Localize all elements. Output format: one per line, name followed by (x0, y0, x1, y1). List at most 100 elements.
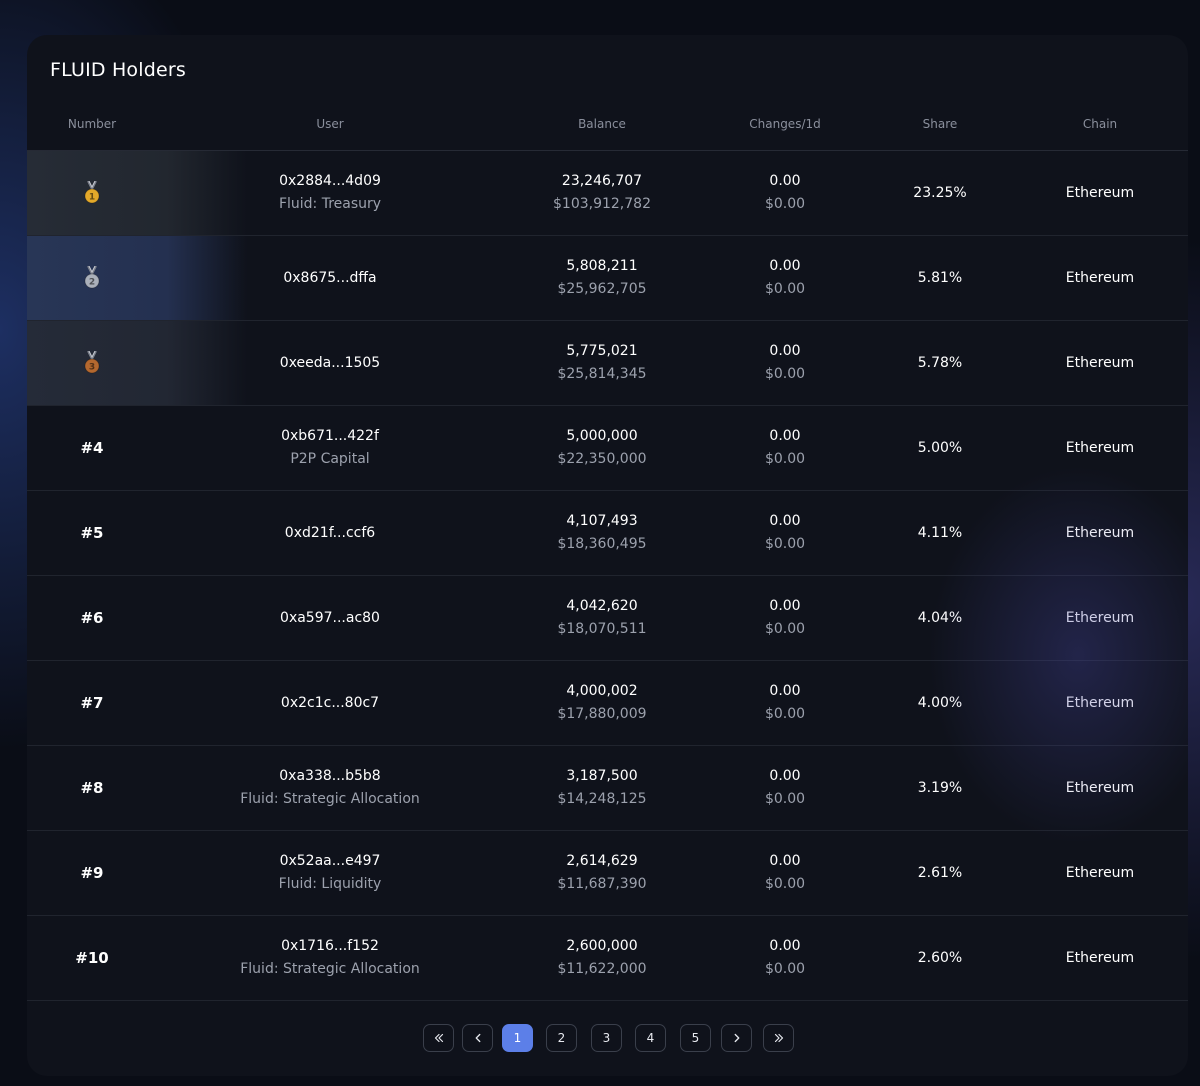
change-usd: $0.00 (764, 281, 806, 297)
balance-amount: 2,614,629 (566, 853, 638, 869)
double-chevron-left-icon (434, 1033, 443, 1043)
change-usd: $0.00 (764, 451, 806, 467)
page-button-2[interactable]: 2 (546, 1024, 577, 1052)
share-value: 5.81% (917, 269, 963, 286)
balance-usd: $25,814,345 (557, 366, 647, 382)
double-chevron-right-icon (774, 1033, 783, 1043)
page-button-3[interactable]: 3 (591, 1024, 622, 1052)
change-usd: $0.00 (764, 876, 806, 892)
balance-cell: 5,000,000 $22,350,000 (557, 406, 646, 490)
last-page-button[interactable] (763, 1024, 794, 1052)
change-amount: 0.00 (769, 768, 801, 784)
changes-cell: 0.00 $0.00 (765, 831, 805, 915)
chevron-right-icon (734, 1033, 739, 1043)
rank-cell: #7 (80, 661, 103, 745)
change-amount: 0.00 (769, 258, 801, 274)
user-cell: 0xd21f...ccf6 (285, 491, 375, 575)
user-address-link[interactable]: 0x2884...4d09 (279, 173, 381, 189)
user-address-link[interactable]: 0x1716...f152 (281, 938, 379, 954)
chain-cell: Ethereum (1066, 236, 1134, 320)
user-address-link[interactable]: 0xb671...422f (281, 428, 379, 444)
user-cell: 0xa338...b5b8 Fluid: Strategic Allocation (240, 746, 420, 830)
page-button-4[interactable]: 4 (635, 1024, 666, 1052)
user-address-link[interactable]: 0x8675...dffa (283, 269, 377, 286)
share-value: 5.00% (917, 439, 963, 456)
balance-usd: $25,962,705 (557, 281, 647, 297)
balance-amount: 4,000,002 (566, 683, 638, 699)
table-row[interactable]: #6 0xa597...ac80 4,042,620 $18,070,511 0.00 $… (27, 576, 1188, 661)
table-row[interactable]: 2 0x8675...dffa 5,808,211 $25,962,705 0.00 $0… (27, 236, 1188, 321)
share-value: 2.61% (917, 864, 963, 881)
chain-name: Ethereum (1065, 949, 1135, 966)
change-amount: 0.00 (769, 428, 801, 444)
change-amount: 0.00 (769, 683, 801, 699)
user-cell: 0xa597...ac80 (280, 576, 380, 660)
balance-usd: $18,070,511 (557, 621, 647, 637)
chain-cell: Ethereum (1066, 661, 1134, 745)
share-value: 5.78% (917, 354, 963, 371)
rank-label: #7 (80, 694, 104, 712)
chain-cell: Ethereum (1066, 151, 1134, 235)
user-address-link[interactable]: 0x2c1c...80c7 (280, 694, 380, 711)
user-address-link[interactable]: 0xa597...ac80 (280, 609, 380, 626)
share-value: 23.25% (913, 184, 967, 201)
chain-name: Ethereum (1065, 609, 1135, 626)
chain-name: Ethereum (1065, 779, 1135, 796)
chain-name: Ethereum (1065, 184, 1135, 201)
chain-cell: Ethereum (1066, 406, 1134, 490)
table-row[interactable]: 3 0xeeda...1505 5,775,021 $25,814,345 0.00 $0… (27, 321, 1188, 406)
changes-cell: 0.00 $0.00 (765, 151, 805, 235)
share-cell: 23.25% (913, 151, 966, 235)
user-cell: 0xb671...422f P2P Capital (281, 406, 379, 490)
user-label: Fluid: Treasury (278, 196, 382, 212)
user-address-link[interactable]: 0x52aa...e497 (279, 853, 381, 869)
page-button-5[interactable]: 5 (680, 1024, 711, 1052)
share-cell: 4.04% (918, 576, 962, 660)
balance-amount: 5,808,211 (566, 258, 638, 274)
table-row[interactable]: #5 0xd21f...ccf6 4,107,493 $18,360,495 0.00 $… (27, 491, 1188, 576)
changes-cell: 0.00 $0.00 (765, 491, 805, 575)
balance-usd: $17,880,009 (557, 706, 647, 722)
prev-page-button[interactable] (462, 1024, 493, 1052)
share-cell: 4.00% (918, 661, 962, 745)
user-address-link[interactable]: 0xd21f...ccf6 (284, 524, 376, 541)
table-row[interactable]: #9 0x52aa...e497 Fluid: Liquidity 2,614,629… (27, 831, 1188, 916)
rank-cell: 3 (83, 321, 101, 405)
table-row[interactable]: #7 0x2c1c...80c7 4,000,002 $17,880,009 0.00 $… (27, 661, 1188, 746)
next-page-button[interactable] (721, 1024, 752, 1052)
holders-card: FLUID Holders Number User Balance Change… (27, 35, 1188, 1076)
bronze-medal-icon: 3 (84, 351, 100, 374)
share-value: 2.60% (917, 949, 963, 966)
table-row[interactable]: #8 0xa338...b5b8 Fluid: Strategic Allocati… (27, 746, 1188, 831)
medal-number: 2 (89, 278, 95, 288)
user-address-link[interactable]: 0xa338...b5b8 (279, 768, 381, 784)
column-header-number: Number (67, 117, 117, 131)
rank-label: #6 (80, 609, 104, 627)
first-page-button[interactable] (423, 1024, 454, 1052)
table-row[interactable]: #10 0x1716...f152 Fluid: Strategic Allocat… (27, 916, 1188, 1001)
share-value: 4.04% (917, 609, 963, 626)
balance-cell: 4,042,620 $18,070,511 (557, 576, 646, 660)
balance-amount: 4,042,620 (566, 598, 638, 614)
share-cell: 5.00% (918, 406, 962, 490)
chain-cell: Ethereum (1066, 916, 1134, 1000)
change-amount: 0.00 (769, 938, 801, 954)
balance-cell: 5,808,211 $25,962,705 (557, 236, 646, 320)
share-cell: 4.11% (918, 491, 962, 575)
share-cell: 2.61% (918, 831, 962, 915)
column-header-changes: Changes/1d (749, 117, 821, 131)
page-button-1[interactable]: 1 (502, 1024, 533, 1052)
chain-name: Ethereum (1065, 269, 1135, 286)
balance-amount: 5,000,000 (566, 428, 638, 444)
change-usd: $0.00 (764, 791, 806, 807)
card-title: FLUID Holders (50, 59, 186, 81)
table-row[interactable]: 1 0x2884...4d09 Fluid: Treasury 23,246,707 $… (27, 151, 1188, 236)
table-header: Number User Balance Changes/1d Share Cha… (27, 115, 1188, 151)
user-address-link[interactable]: 0xeeda...1505 (279, 354, 381, 371)
chain-cell: Ethereum (1066, 491, 1134, 575)
changes-cell: 0.00 $0.00 (765, 661, 805, 745)
balance-usd: $11,622,000 (557, 961, 647, 977)
table-row[interactable]: #4 0xb671...422f P2P Capital 5,000,000 $22,3… (27, 406, 1188, 491)
balance-usd: $103,912,782 (553, 196, 651, 212)
balance-amount: 4,107,493 (566, 513, 638, 529)
